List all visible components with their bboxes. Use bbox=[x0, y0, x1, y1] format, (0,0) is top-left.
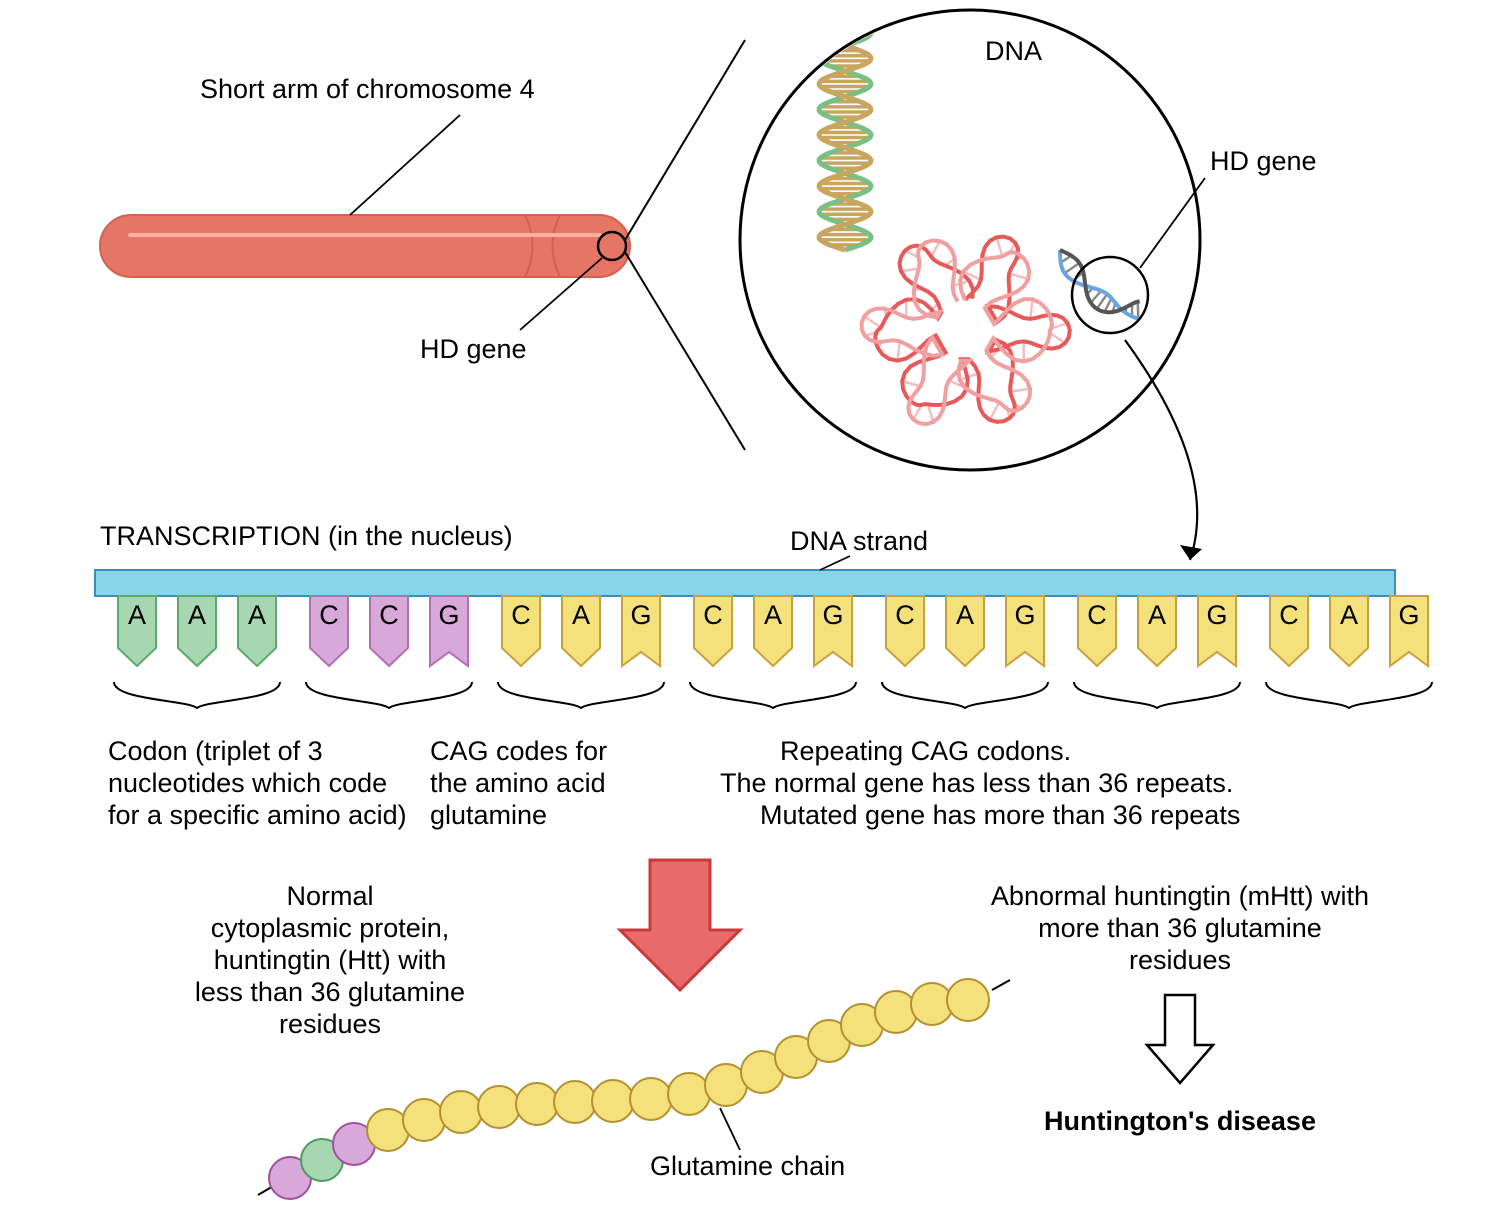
codon-brace bbox=[498, 682, 664, 708]
codon-brace bbox=[690, 682, 856, 708]
disease-arrow bbox=[1147, 995, 1213, 1083]
codon-brace bbox=[114, 682, 280, 708]
nucleotide-letter: C bbox=[1087, 600, 1107, 630]
nucleotide-letter: G bbox=[1206, 600, 1227, 630]
nucleotide-letter: A bbox=[1340, 600, 1358, 630]
residue-bead bbox=[554, 1081, 596, 1123]
nucleotide-letter: C bbox=[319, 600, 339, 630]
nucleotide-letter: A bbox=[1148, 600, 1166, 630]
nucleotide-letter: A bbox=[764, 600, 782, 630]
glutamine-chain-label: Glutamine chain bbox=[650, 1151, 845, 1181]
diagram: Short arm of chromosome 4 HD gene DNA HD ge… bbox=[0, 0, 1500, 1205]
hd-gene-label-1: HD gene bbox=[420, 334, 527, 364]
codon-brace bbox=[882, 682, 1048, 708]
svg-text:Mutated gene has more than 36: Mutated gene has more than 36 repeats bbox=[760, 800, 1240, 830]
nucleotide-letter: G bbox=[822, 600, 843, 630]
residue-bead bbox=[668, 1073, 710, 1115]
svg-text:cytoplasmic protein,: cytoplasmic protein, bbox=[211, 913, 450, 943]
residue-bead bbox=[630, 1078, 672, 1120]
svg-text:the amino acid: the amino acid bbox=[430, 768, 606, 798]
nucleotide-letter: C bbox=[1279, 600, 1299, 630]
disease-label: Huntington's disease bbox=[1044, 1106, 1316, 1136]
nucleotide-letter: A bbox=[572, 600, 590, 630]
nucleotide-letter: A bbox=[248, 600, 266, 630]
transcription-label: TRANSCRIPTION (in the nucleus) bbox=[100, 521, 513, 551]
codon-brace bbox=[306, 682, 472, 708]
nucleotide-letter: C bbox=[703, 600, 723, 630]
residue-bead bbox=[875, 991, 917, 1033]
nucleotide-letter: G bbox=[1398, 600, 1419, 630]
svg-text:residues: residues bbox=[1129, 945, 1231, 975]
svg-text:huntingtin (Htt) with: huntingtin (Htt) with bbox=[214, 945, 447, 975]
residue-bead bbox=[403, 1099, 445, 1141]
zoom-circle bbox=[740, 10, 1200, 470]
svg-text:nucleotides which code: nucleotides which code bbox=[108, 768, 387, 798]
nucleotide-letter: G bbox=[630, 600, 651, 630]
nucleotide-letter: C bbox=[511, 600, 531, 630]
codon-brace bbox=[1074, 682, 1240, 708]
residue-bead bbox=[516, 1083, 558, 1125]
hd-gene-label-2: HD gene bbox=[1210, 146, 1317, 176]
residue-bead bbox=[440, 1091, 482, 1133]
cag-caption: CAG codes for bbox=[430, 736, 607, 766]
dna-strand bbox=[95, 570, 1395, 596]
nucleotide-letter: A bbox=[188, 600, 206, 630]
nucleotide-letter: A bbox=[956, 600, 974, 630]
nucleotide-letter: C bbox=[895, 600, 915, 630]
residue-bead bbox=[478, 1086, 520, 1128]
abnormal-caption: Abnormal huntingtin (mHtt) with bbox=[991, 881, 1369, 911]
nucleotide-letter: C bbox=[379, 600, 399, 630]
svg-text:The normal gene has less than: The normal gene has less than 36 repeats… bbox=[720, 768, 1233, 798]
dna-strand-label: DNA strand bbox=[790, 526, 928, 556]
nucleotide-letter: G bbox=[438, 600, 459, 630]
nucleotide-letter: G bbox=[1014, 600, 1035, 630]
svg-text:glutamine: glutamine bbox=[430, 800, 547, 830]
svg-text:more than 36 glutamine: more than 36 glutamine bbox=[1038, 913, 1322, 943]
nucleotide-letter: A bbox=[128, 600, 146, 630]
dna-label: DNA bbox=[985, 36, 1042, 66]
nucleotides: AAACCGCAGCAGCAGCAGCAG bbox=[118, 596, 1428, 666]
codon-caption: Codon (triplet of 3 bbox=[108, 736, 323, 766]
chromosome-arm-label: Short arm of chromosome 4 bbox=[200, 74, 535, 104]
residue-bead bbox=[947, 979, 989, 1021]
svg-text:for a specific amino acid): for a specific amino acid) bbox=[108, 800, 407, 830]
svg-text:residues: residues bbox=[279, 1009, 381, 1039]
svg-text:less than 36 glutamine: less than 36 glutamine bbox=[195, 977, 465, 1007]
residue-bead bbox=[592, 1080, 634, 1122]
codon-brace bbox=[1266, 682, 1432, 708]
repeat-caption: Repeating CAG codons. bbox=[780, 736, 1071, 766]
normal-caption: Normal bbox=[286, 881, 373, 911]
chromosome bbox=[100, 215, 630, 277]
translation-arrow bbox=[620, 860, 740, 990]
